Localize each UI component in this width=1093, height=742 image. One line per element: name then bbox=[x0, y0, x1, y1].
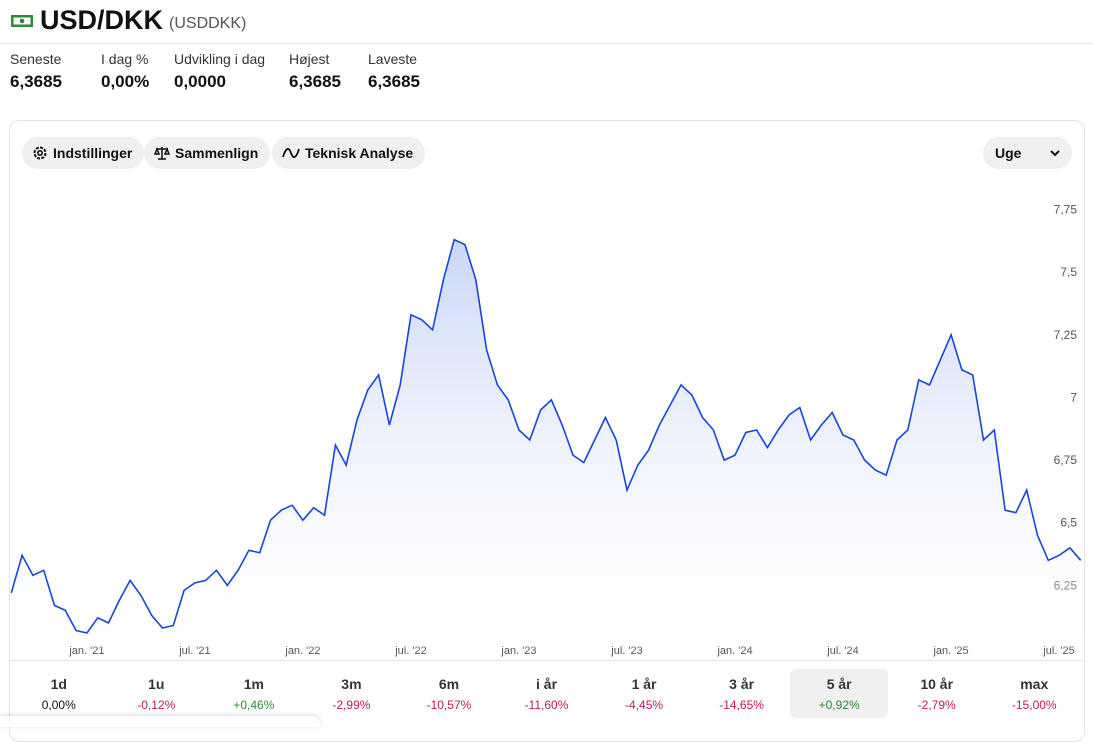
title: USD/DKK bbox=[40, 5, 164, 35]
y-tick-label: 6,5 bbox=[1060, 516, 1077, 530]
stat-label: Seneste bbox=[10, 51, 62, 67]
period-label: 1d bbox=[50, 675, 67, 692]
stat-label: Højest bbox=[289, 51, 330, 67]
line bbox=[10, 238, 1082, 634]
period-change: +0,92% bbox=[818, 697, 860, 712]
y-tick-label: 7 bbox=[1070, 390, 1077, 404]
period-label: 3m bbox=[341, 675, 362, 692]
period-change: -15,00% bbox=[1011, 697, 1057, 712]
stat: Laveste 6,3685 bbox=[368, 51, 420, 92]
settings-button[interactable]: Indstillinger bbox=[22, 137, 145, 169]
period-change: -2,99% bbox=[332, 697, 371, 712]
gear-icon bbox=[33, 146, 47, 160]
period-label: 1 år bbox=[631, 675, 657, 692]
y-tick-label: 6,75 bbox=[1054, 453, 1078, 467]
interval-select[interactable]: Uge bbox=[983, 137, 1072, 169]
stat-value: 6,3685 bbox=[368, 72, 420, 91]
period-change: -11,60% bbox=[524, 697, 569, 712]
button-label: Teknisk Analyse bbox=[305, 145, 414, 161]
page: USD/DKK (USDDKK) Seneste 6,3685 I dag % 0,0… bbox=[0, 5, 1093, 742]
money-icon bbox=[11, 14, 33, 27]
period-button[interactable]: 6m -10,57% bbox=[400, 669, 498, 718]
period-button[interactable]: 1 år -4,45% bbox=[595, 669, 693, 718]
chevron bbox=[1050, 150, 1060, 157]
scale-icon bbox=[154, 146, 170, 160]
period-button[interactable]: 3m -2,99% bbox=[303, 669, 401, 718]
wave-icon bbox=[282, 148, 300, 158]
period-change: -10,57% bbox=[426, 697, 472, 712]
y-tick-label: 7,5 bbox=[1060, 265, 1077, 279]
period-label: max bbox=[1020, 675, 1049, 692]
period-label: 6m bbox=[438, 675, 460, 692]
period-label: 3 år bbox=[729, 675, 755, 692]
compare-button[interactable]: Sammenlign bbox=[144, 137, 271, 169]
header: USD/DKK (USDDKK) bbox=[10, 5, 246, 36]
period-change: -14,65% bbox=[719, 697, 764, 712]
stat-value: 6,3685 bbox=[289, 72, 341, 91]
period-change: -4,45% bbox=[625, 697, 664, 712]
period-change: 0,00% bbox=[41, 697, 76, 712]
stat-value: 0,00% bbox=[101, 72, 150, 91]
symbol: (USDDKK) bbox=[169, 14, 247, 32]
stat-value: 0,0000 bbox=[174, 72, 226, 91]
period-label: 1m bbox=[243, 675, 264, 692]
stat-label: Udvikling i dag bbox=[174, 51, 266, 67]
period-change: -2,79% bbox=[917, 697, 956, 712]
interval-label: Uge bbox=[995, 145, 1022, 161]
period-button[interactable]: 1m +0,46% bbox=[205, 669, 303, 718]
y-tick-label: 7,25 bbox=[1054, 328, 1078, 342]
stat: Seneste 6,3685 bbox=[10, 51, 62, 92]
stat-label: I dag % bbox=[101, 51, 149, 67]
bottom-tab bbox=[0, 716, 320, 727]
period-label: i år bbox=[536, 675, 558, 692]
button-label: Indstillinger bbox=[53, 145, 133, 161]
period-change: +0,46% bbox=[233, 697, 275, 712]
stat-value: 6,3685 bbox=[10, 72, 62, 91]
period-button[interactable]: 1d 0,00% bbox=[10, 669, 108, 718]
stat-label: Laveste bbox=[368, 51, 418, 67]
period-button[interactable]: max -15,00% bbox=[985, 669, 1083, 718]
area bbox=[11, 239, 1081, 648]
period-button[interactable]: 1u -0,12% bbox=[108, 669, 206, 718]
period-change: -0,12% bbox=[137, 697, 176, 712]
stat: Udvikling i dag 0,0000 bbox=[174, 51, 265, 92]
period-bar: 1d 0,00% 1u -0,12% 1m +0,46% 3m -2,99% 6m -10,57%… bbox=[10, 660, 1083, 721]
period-label: 10 år bbox=[920, 675, 954, 692]
button-label: Sammenlign bbox=[175, 145, 259, 161]
y-tick-label: 7,75 bbox=[1054, 203, 1078, 217]
period-button[interactable]: 10 år -2,79% bbox=[888, 669, 986, 718]
period-label: 1u bbox=[148, 675, 165, 692]
divider bbox=[0, 43, 1093, 44]
stat: Højest 6,3685 bbox=[289, 51, 341, 92]
period-button[interactable]: 3 år -14,65% bbox=[693, 669, 791, 718]
period-button[interactable]: i år -11,60% bbox=[498, 669, 596, 718]
stat: I dag % 0,00% bbox=[101, 51, 149, 92]
period-label: 5 år bbox=[826, 675, 852, 692]
period-button[interactable]: 5 år +0,92% bbox=[790, 669, 888, 718]
technical-button[interactable]: Teknisk Analyse bbox=[272, 137, 426, 169]
